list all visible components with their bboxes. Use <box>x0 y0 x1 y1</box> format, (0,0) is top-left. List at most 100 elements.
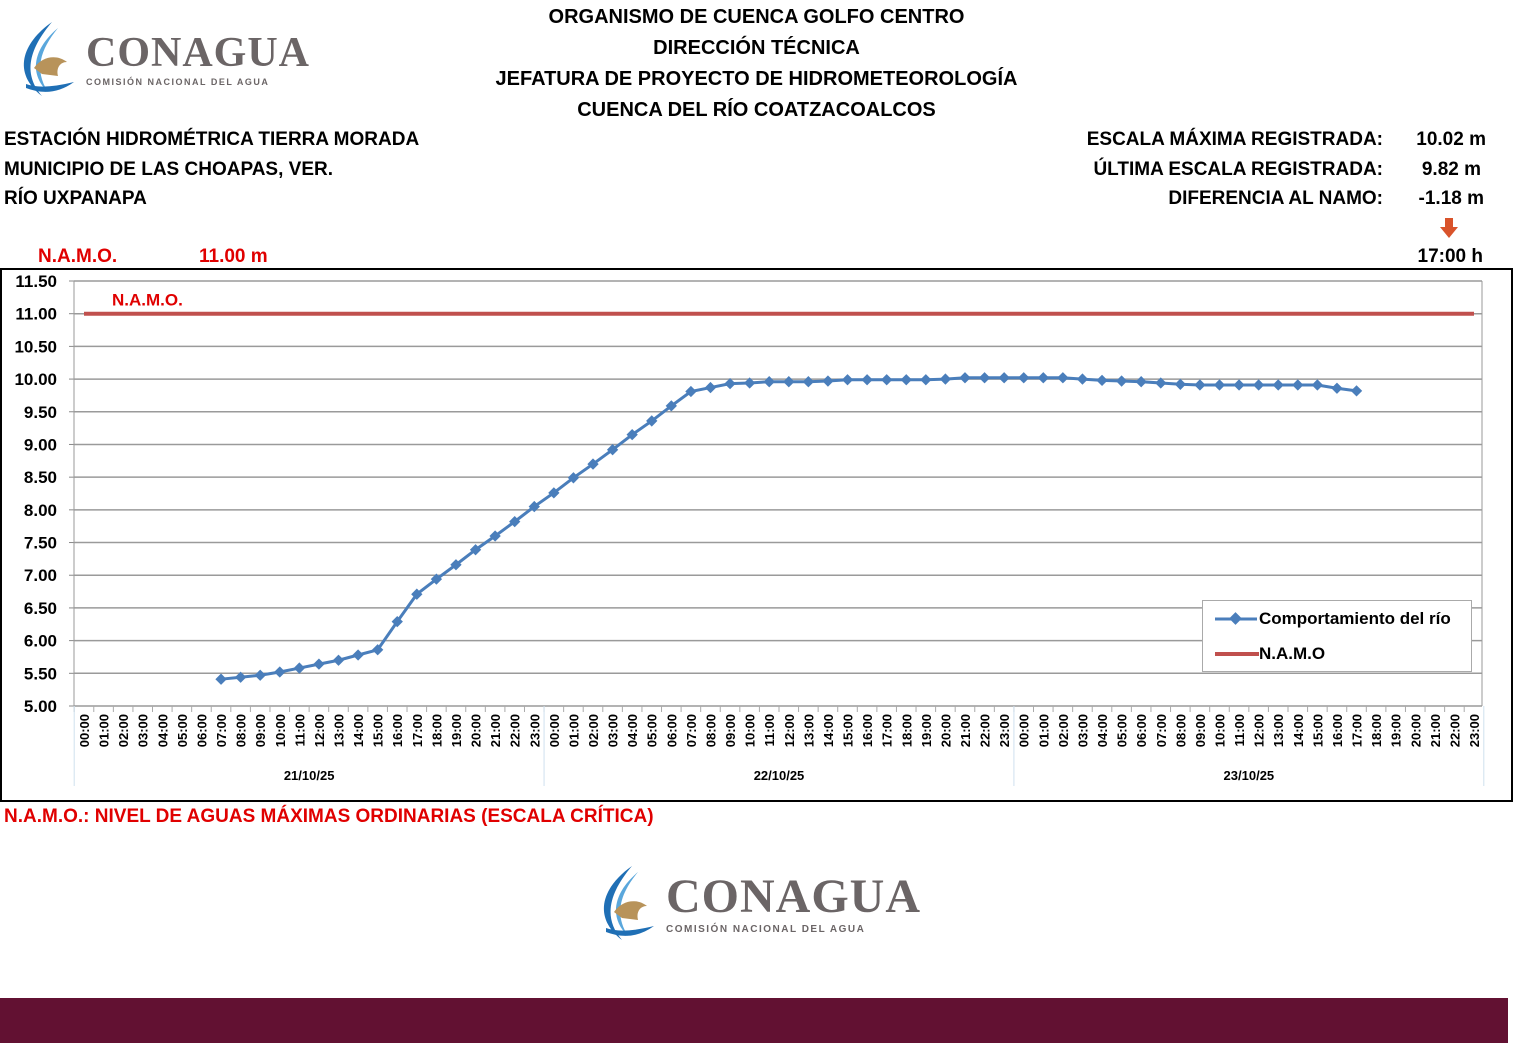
x-tick-label: 20:00 <box>938 714 953 747</box>
x-tick-label: 12:00 <box>312 714 327 747</box>
data-point <box>1292 379 1304 391</box>
date-label: 21/10/25 <box>284 768 335 783</box>
chart-frame <box>0 268 1513 802</box>
x-tick-label: 02:00 <box>116 714 131 747</box>
x-tick-label: 20:00 <box>469 714 484 747</box>
x-tick-label: 09:00 <box>253 714 268 747</box>
data-point <box>254 669 266 681</box>
x-tick-label: 03:00 <box>136 714 151 747</box>
legend-series-marker-icon <box>1215 612 1257 625</box>
footer-bar <box>0 998 1508 1043</box>
station-name: ESTACIÓN HIDROMÉTRICA TIERRA MORADA <box>4 129 420 150</box>
data-point <box>1057 372 1069 384</box>
namo-label: N.A.M.O. <box>38 246 118 267</box>
x-tick-label: 13:00 <box>801 714 816 747</box>
data-point <box>1155 377 1167 389</box>
data-point <box>372 644 384 656</box>
x-tick-label: 04:00 <box>625 714 640 747</box>
y-tick-label: 8.00 <box>24 501 57 520</box>
data-point <box>939 373 952 385</box>
data-point <box>352 649 364 661</box>
max-scale-value: 10.02 m <box>1416 129 1486 150</box>
x-tick-label: 15:00 <box>1310 714 1325 747</box>
data-point <box>528 500 540 513</box>
data-point <box>1135 376 1147 388</box>
data-point <box>293 662 306 674</box>
x-tick-label: 03:00 <box>606 714 621 747</box>
x-tick-label: 14:00 <box>1291 714 1306 747</box>
x-tick-label: 12:00 <box>782 714 797 747</box>
data-point <box>802 376 815 388</box>
x-tick-label: 13:00 <box>1271 714 1286 747</box>
x-tick-label: 16:00 <box>860 714 875 747</box>
x-tick-label: 07:00 <box>1154 714 1169 747</box>
data-point <box>411 588 423 600</box>
namo-footnote: N.A.M.O.: NIVEL DE AGUAS MÁXIMAS ORDINAR… <box>4 806 654 827</box>
x-tick-label: 10:00 <box>743 714 758 747</box>
x-tick-label: 23:00 <box>997 714 1012 747</box>
x-tick-label: 19:00 <box>919 714 934 747</box>
data-point <box>1096 374 1108 387</box>
y-tick-label: 10.00 <box>14 370 57 389</box>
x-tick-label: 04:00 <box>155 714 170 747</box>
y-tick-label: 8.50 <box>24 468 57 487</box>
data-point <box>567 472 580 484</box>
data-point <box>1174 378 1186 390</box>
last-scale-value: 9.82 m <box>1421 159 1481 180</box>
data-point <box>783 376 795 388</box>
diff-namo-value: -1.18 m <box>1418 188 1484 209</box>
data-point <box>1350 385 1363 397</box>
conagua-logo-bottom: CONAGUA COMISIÓN NACIONAL DEL AGUA <box>592 856 921 948</box>
x-tick-label: 12:00 <box>1252 714 1267 747</box>
data-point <box>313 658 325 670</box>
data-point <box>646 415 658 427</box>
x-tick-label: 21:00 <box>958 714 973 747</box>
data-point <box>704 381 717 394</box>
header-line-2: DIRECCIÓN TÉCNICA <box>653 37 860 59</box>
data-point <box>665 400 677 412</box>
data-point <box>861 374 873 386</box>
x-tick-label: 01:00 <box>566 714 581 747</box>
x-tick-label: 19:00 <box>1389 714 1404 747</box>
x-tick-label: 22:00 <box>508 714 523 747</box>
x-tick-label: 07:00 <box>214 714 229 747</box>
y-tick-label: 9.50 <box>24 403 57 422</box>
y-tick-label: 5.00 <box>24 697 57 716</box>
x-tick-label: 09:00 <box>723 714 738 747</box>
data-point <box>274 666 286 678</box>
x-tick-label: 05:00 <box>1115 714 1130 747</box>
data-point <box>1272 379 1284 391</box>
y-tick-label: 7.50 <box>24 534 57 553</box>
data-point <box>215 673 227 685</box>
x-tick-label: 18:00 <box>429 714 444 747</box>
data-point <box>1076 373 1089 385</box>
logo-wordmark: CONAGUA <box>86 30 310 76</box>
namo-line-label: N.A.M.O. <box>112 291 183 310</box>
logo-subtitle: COMISIÓN NACIONAL DEL AGUA <box>86 77 270 87</box>
x-tick-label: 16:00 <box>1330 714 1345 747</box>
down-arrow-icon <box>1440 218 1458 238</box>
date-label: 23/10/25 <box>1224 768 1275 783</box>
legend-namo-marker-icon <box>1215 652 1259 656</box>
data-point <box>1194 379 1206 391</box>
x-tick-label: 23:00 <box>527 714 542 747</box>
data-point <box>841 374 854 386</box>
x-tick-label: 23:00 <box>1467 714 1482 747</box>
x-tick-label: 05:00 <box>645 714 660 747</box>
x-tick-label: 08:00 <box>703 714 718 747</box>
data-point <box>1018 372 1030 384</box>
x-tick-label: 03:00 <box>1075 714 1090 747</box>
x-tick-label: 17:00 <box>1350 714 1365 747</box>
x-tick-label: 16:00 <box>390 714 405 747</box>
x-tick-label: 19:00 <box>449 714 464 747</box>
last-reading-time: 17:00 h <box>1417 246 1483 267</box>
data-point <box>509 515 521 528</box>
x-tick-label: 17:00 <box>410 714 425 747</box>
y-tick-label: 9.00 <box>24 435 57 454</box>
data-point <box>469 544 482 556</box>
x-tick-label: 15:00 <box>841 714 856 747</box>
y-tick-label: 11.50 <box>15 272 57 291</box>
x-tick-label: 10:00 <box>1212 714 1227 747</box>
x-tick-label: 20:00 <box>1408 714 1423 747</box>
logo-wordmark: CONAGUA <box>666 870 921 923</box>
